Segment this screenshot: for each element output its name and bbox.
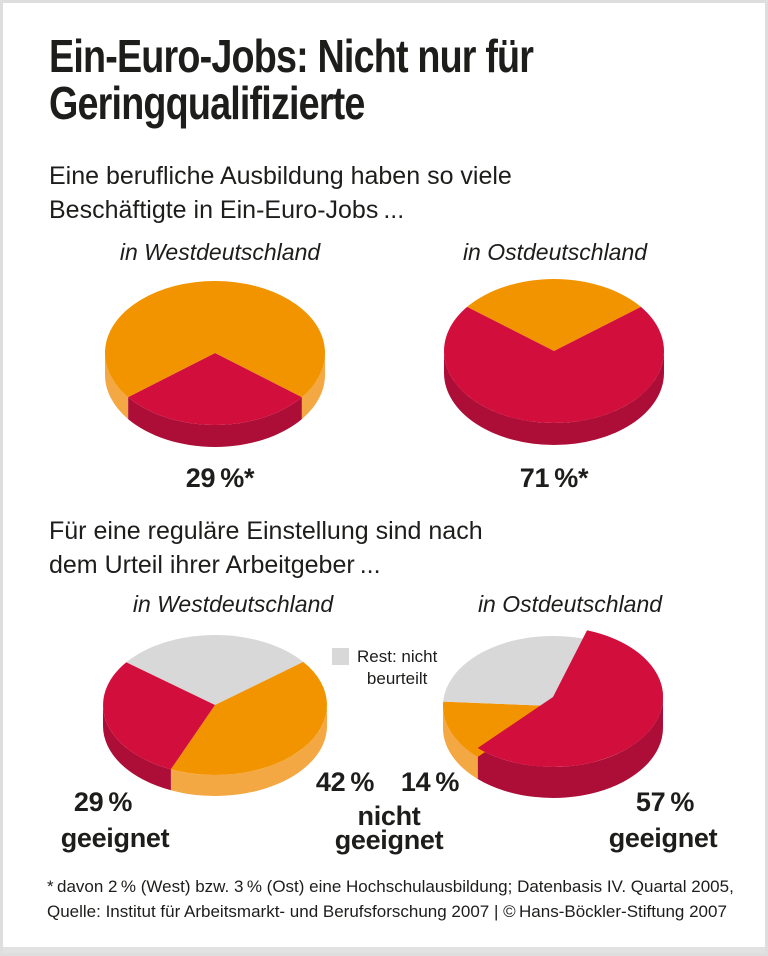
footnote-line-2: Quelle: Institut für Arbeitsmarkt- und B… bbox=[47, 902, 727, 921]
pie-slice bbox=[477, 630, 664, 767]
pie-slice-side bbox=[443, 706, 478, 779]
section2-intro-line-1: Für eine reguläre Einstellung sind nach bbox=[49, 517, 483, 545]
pie-slice-side bbox=[103, 705, 171, 791]
value-label-geeignet-east: 57 % bbox=[635, 787, 695, 817]
pie-slice-side bbox=[105, 353, 129, 420]
pie-slice-side bbox=[477, 697, 663, 798]
pie-slice bbox=[443, 635, 587, 706]
title-line-2: Geringqualifizierte bbox=[49, 77, 365, 129]
value-label-ausbildung-west: 29 %* bbox=[185, 463, 255, 493]
legend-line-1: Rest: nicht bbox=[357, 647, 438, 666]
pie-slice-side bbox=[170, 705, 327, 796]
pie-chart-eignung-east bbox=[442, 630, 664, 798]
pie-slice bbox=[103, 662, 215, 770]
pie-slice bbox=[128, 353, 302, 425]
caption-east-top: in Ostdeutschland bbox=[462, 239, 648, 265]
pie-slice bbox=[444, 306, 664, 424]
pie-slice-side bbox=[301, 353, 325, 420]
legend-text: Rest: nicht beurteilt bbox=[357, 646, 437, 690]
pie-slice bbox=[442, 701, 553, 757]
caption-east-bottom: in Ostdeutschland bbox=[477, 591, 663, 617]
title-line-1: Ein-Euro-Jobs: Nicht nur für bbox=[49, 30, 534, 82]
legend: Rest: nicht beurteilt bbox=[332, 646, 437, 690]
pie-slice bbox=[467, 279, 641, 351]
pie-slice bbox=[105, 280, 325, 398]
section2-intro-line-2: dem Urteil ihrer Arbeitgeber ... bbox=[49, 551, 381, 579]
value-label-nicht-geeignet-east: 14 % bbox=[400, 767, 460, 797]
section1-intro-line-1: Eine berufliche Ausbildung haben so viel… bbox=[49, 162, 512, 190]
pie-slice bbox=[170, 661, 327, 775]
value-label-geeignet-west: 29 % bbox=[73, 787, 133, 817]
section1-intro: Eine berufliche Ausbildung haben so viel… bbox=[49, 159, 512, 227]
footnote: * davon 2 % (West) bzw. 3 % (Ost) eine H… bbox=[47, 874, 734, 924]
section1-intro-line-2: Beschäftigte in Ein-Euro-Jobs ... bbox=[49, 196, 405, 224]
caption-west-bottom: in Westdeutschland bbox=[132, 591, 334, 617]
pie-chart-eignung-west bbox=[103, 635, 327, 796]
value-label-nicht-geeignet-west: 42 % bbox=[315, 767, 375, 797]
text-label-geeignet-west: geeignet bbox=[60, 823, 170, 853]
page-title: Ein-Euro-Jobs: Nicht nur für Geringquali… bbox=[49, 30, 534, 129]
bottom-strip bbox=[3, 947, 765, 953]
pie-slice-side bbox=[128, 397, 302, 447]
legend-swatch bbox=[332, 648, 349, 665]
text-label-nicht-geeignet: nicht geeignet bbox=[334, 801, 444, 855]
value-label-ausbildung-east: 71 %* bbox=[519, 463, 589, 493]
pie-chart-ausbildung-east bbox=[444, 279, 664, 445]
pie-chart-ausbildung-west bbox=[105, 280, 325, 447]
text-label-geeignet-east: geeignet bbox=[608, 823, 718, 853]
nicht-geeignet-line-2: geeignet bbox=[334, 825, 444, 855]
footnote-line-1: * davon 2 % (West) bzw. 3 % (Ost) eine H… bbox=[47, 877, 734, 896]
pie-slice-side bbox=[444, 351, 664, 445]
pie-slice bbox=[126, 635, 304, 705]
legend-line-2: beurteilt bbox=[366, 669, 428, 688]
nicht-geeignet-line-1: nicht bbox=[357, 801, 421, 831]
section2-intro: Für eine reguläre Einstellung sind nach … bbox=[49, 514, 483, 582]
caption-west-top: in Westdeutschland bbox=[119, 239, 321, 265]
